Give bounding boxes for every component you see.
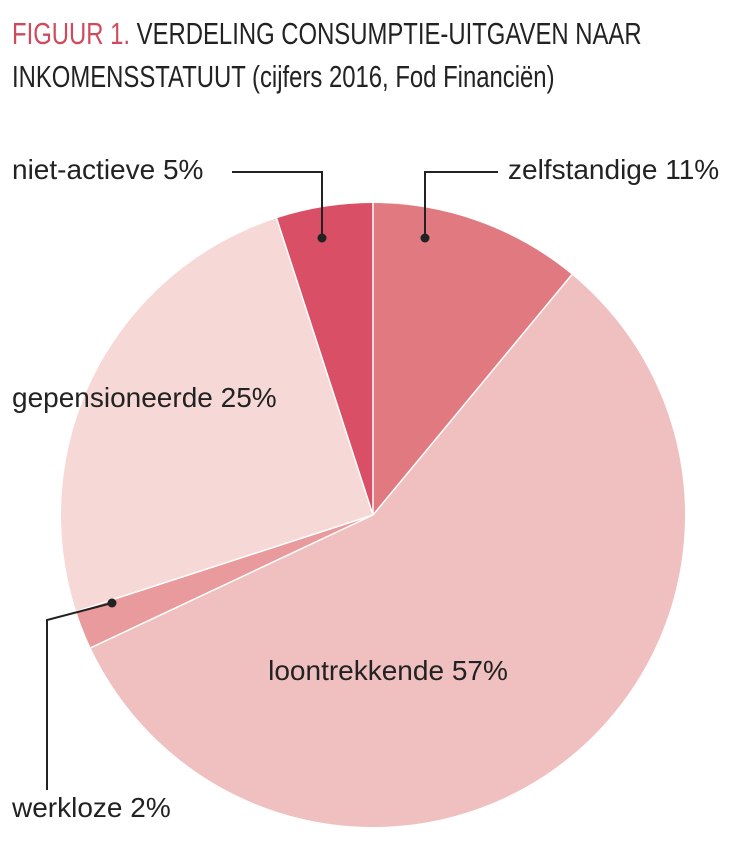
slice-separator — [90, 514, 374, 649]
pie-slice — [60, 218, 374, 612]
value-label: 25% — [221, 382, 277, 413]
slice-label: zelfstandige 11% — [508, 154, 719, 185]
pie-slice — [373, 203, 572, 515]
value-label: 57% — [452, 655, 508, 686]
slice-separator — [275, 218, 374, 516]
title-area: FIGUUR 1. VERDELING CONSUMPTIE-UITGAVEN … — [0, 0, 743, 110]
leader-line — [424, 171, 498, 238]
slice-label: loontrekkende 57% — [268, 655, 508, 686]
slice-label: werkloze 2% — [11, 792, 171, 823]
category-name: werkloze — [11, 792, 122, 823]
leader-dot — [420, 233, 430, 243]
category-name: niet-actieve — [12, 154, 155, 185]
title-text: VERDELING CONSUMPTIE-UITGAVEN NAAR INKOM… — [12, 16, 642, 94]
pie-slice — [90, 274, 685, 827]
chart-title: FIGUUR 1. VERDELING CONSUMPTIE-UITGAVEN … — [12, 12, 736, 98]
slice-label: gepensioneerde 25% — [12, 382, 277, 413]
labels: zelfstandige 11% loontrekkende 57% werkloz… — [11, 154, 719, 823]
slice-separator — [372, 274, 573, 516]
pie-slice — [276, 203, 373, 515]
value-label: 5% — [163, 154, 203, 185]
pie — [60, 203, 685, 827]
value-label: 2% — [130, 792, 170, 823]
figure-label: FIGUUR 1. — [12, 16, 131, 51]
category-name: gepensioneerde — [12, 382, 213, 413]
slice-label: niet-actieve 5% — [12, 154, 203, 185]
leader-dot — [317, 233, 327, 243]
category-name: loontrekkende — [268, 655, 444, 686]
slice-separator — [76, 514, 374, 613]
category-name: zelfstandige — [508, 154, 657, 185]
pie-slice — [76, 515, 373, 648]
leader-dot — [107, 598, 117, 608]
leader-line — [46, 602, 113, 790]
leader-line — [232, 171, 323, 238]
value-label: 11% — [665, 154, 719, 185]
